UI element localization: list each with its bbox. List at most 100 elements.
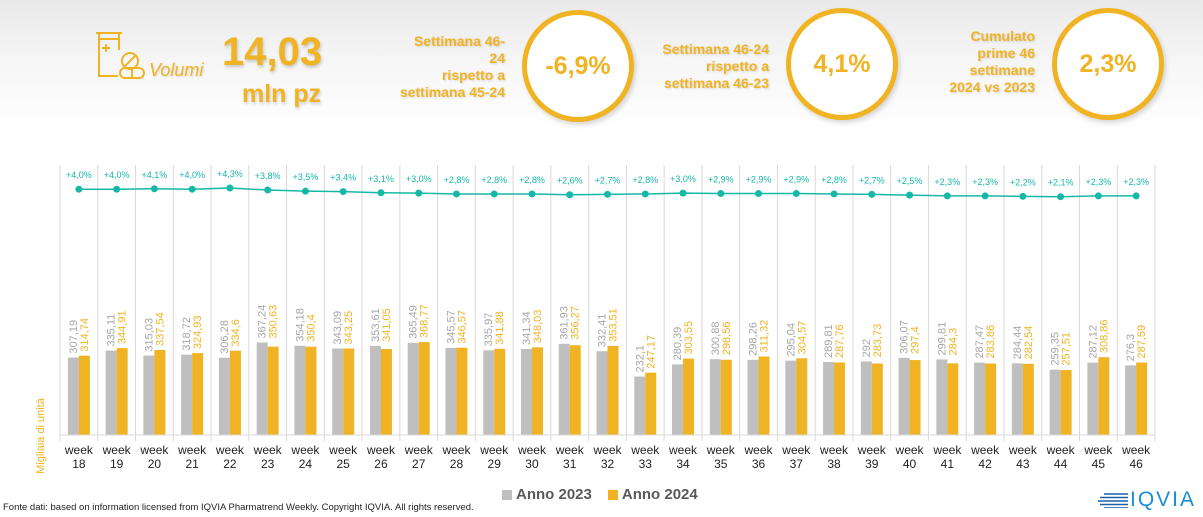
- data-label-2024: 284,3: [947, 328, 959, 356]
- x-tick-label: week: [555, 443, 585, 457]
- growth-label: +2,9%: [746, 175, 772, 185]
- data-label-2023: 292: [861, 339, 873, 357]
- x-tick-label: 41: [941, 457, 955, 471]
- x-tick-label: 43: [1016, 457, 1030, 471]
- bar-2023: [445, 347, 457, 435]
- x-tick-label: week: [441, 443, 471, 457]
- x-tick-label: week: [328, 443, 358, 457]
- kpi-weekly-change-value: -6,9%: [522, 10, 634, 122]
- growth-label: +3,8%: [255, 171, 281, 181]
- x-tick-label: 30: [525, 457, 539, 471]
- growth-label: +3,0%: [406, 174, 432, 184]
- growth-point: [377, 189, 385, 197]
- x-tick-label: 33: [639, 457, 653, 471]
- bar-2024: [116, 348, 128, 435]
- data-label-2024: 348,03: [532, 310, 544, 344]
- data-label-2023: 298,26: [748, 322, 760, 356]
- growth-label: +2,9%: [783, 175, 809, 185]
- kpi-desc-line: settimana 46-23: [663, 75, 769, 91]
- x-axis: week18week19week20week21week22week23week…: [60, 434, 1155, 471]
- growth-point: [830, 190, 838, 198]
- data-label-2023: 361,93: [559, 306, 571, 340]
- data-label-2024: 341,88: [494, 311, 506, 345]
- bar-2024: [1136, 362, 1148, 435]
- growth-label: +2,8%: [481, 175, 507, 185]
- iqvia-logo: IQVIA: [1098, 488, 1196, 512]
- data-label-2023: 287,47: [974, 325, 986, 359]
- growth-point: [264, 186, 272, 194]
- bar-2024: [305, 346, 317, 435]
- x-tick-label: week: [668, 443, 698, 457]
- growth-point: [301, 187, 309, 195]
- bar-2024: [1022, 363, 1034, 435]
- x-tick-label: 26: [374, 457, 388, 471]
- growth-label: +2,8%: [821, 175, 847, 185]
- data-source-note: Fonte dati: based on information license…: [3, 502, 474, 513]
- x-tick-label: 39: [865, 457, 879, 471]
- iqvia-lines-icon: [1098, 493, 1128, 508]
- data-label-2023: 354,18: [294, 308, 306, 342]
- x-tick-label: week: [932, 443, 962, 457]
- bar-2024: [1098, 357, 1110, 435]
- growth-label: +3,1%: [368, 174, 394, 184]
- x-tick-label: 45: [1092, 457, 1106, 471]
- gridlines: [59, 165, 1156, 441]
- legend-label-2024: Anno 2024: [621, 486, 698, 503]
- x-tick-label: week: [102, 443, 132, 457]
- x-tick-label: 21: [185, 457, 199, 471]
- bar-2023: [1049, 369, 1061, 435]
- x-tick-label: week: [1083, 443, 1113, 457]
- data-label-2024: 356,27: [570, 306, 582, 340]
- x-tick-label: 23: [261, 457, 275, 471]
- data-label-2023: 289,81: [823, 324, 835, 358]
- data-label-2024: 303,55: [683, 321, 695, 355]
- x-tick-label: week: [706, 443, 736, 457]
- legend-label-2023: Anno 2023: [516, 486, 592, 503]
- data-label-2023: 306,28: [219, 320, 231, 354]
- data-label-2023: 332,41: [597, 314, 609, 348]
- chart-legend: Anno 2023 Anno 2024: [502, 486, 714, 503]
- bar-2024: [229, 350, 241, 435]
- growth-label: +4,0%: [179, 170, 205, 180]
- growth-label: +3,5%: [293, 172, 319, 182]
- x-tick-label: 37: [790, 457, 804, 471]
- growth-point: [981, 192, 989, 200]
- bar-2024: [380, 349, 392, 435]
- kpi-desc-line: Settimana 46-24: [662, 41, 769, 57]
- x-tick-label: 40: [903, 457, 917, 471]
- x-tick-label: 44: [1054, 457, 1068, 471]
- growth-label: +4,0%: [66, 170, 92, 180]
- bar-2024: [834, 362, 846, 435]
- bar-2023: [974, 362, 986, 435]
- growth-point: [1019, 192, 1027, 200]
- data-label-2024: 350,63: [268, 305, 280, 339]
- bar-2024: [1060, 370, 1072, 435]
- growth-label: +2,6%: [557, 176, 583, 186]
- data-label-2023: 284,44: [1012, 326, 1024, 360]
- data-labels: 307,19 314,74 335,11 344,91 315,03 337,54 318,…: [68, 304, 1148, 372]
- growth-label: +2,7%: [859, 175, 885, 185]
- growth-point: [604, 190, 611, 198]
- iqvia-logo-text: IQVIA: [1130, 488, 1197, 511]
- data-label-2024: 353,51: [608, 308, 620, 342]
- kpi-weekly-change-desc: Settimana 46- 24 rispetto a settimana 45…: [400, 33, 505, 101]
- bar-2024: [343, 348, 355, 435]
- data-label-2023: 287,12: [1087, 325, 1099, 359]
- bar-2024: [78, 355, 90, 435]
- bar-2023: [143, 355, 155, 435]
- x-tick-label: 18: [72, 457, 86, 471]
- x-tick-label: 22: [223, 457, 237, 471]
- data-label-2024: 324,93: [192, 315, 204, 349]
- bar-2023: [860, 361, 872, 435]
- kpi-desc-line: prime 46: [977, 45, 1035, 61]
- data-label-2024: 297,4: [910, 326, 922, 354]
- bar-2024: [683, 358, 695, 435]
- x-tick-label: week: [64, 443, 94, 457]
- bar-2024: [645, 372, 657, 435]
- data-label-2024: 368,77: [419, 304, 431, 338]
- growth-label: +2,2%: [1010, 177, 1036, 187]
- bar-2024: [909, 360, 921, 435]
- data-label-2023: 280,39: [672, 327, 684, 361]
- bar-2024: [720, 359, 732, 435]
- bar-2023: [218, 357, 230, 435]
